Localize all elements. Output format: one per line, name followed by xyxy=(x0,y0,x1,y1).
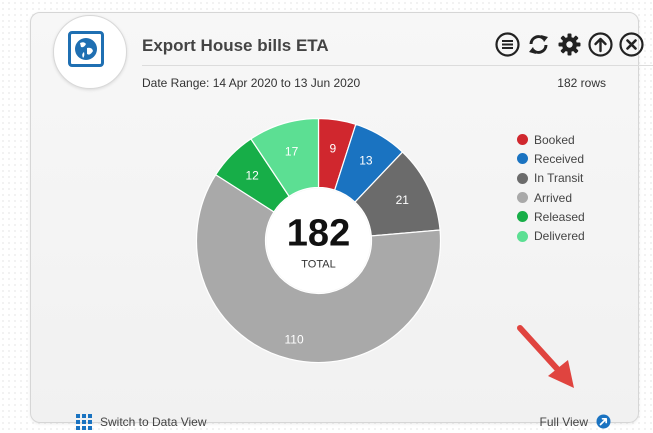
full-view-button[interactable]: Full View xyxy=(540,414,611,429)
legend-item[interactable]: Booked xyxy=(517,130,585,149)
donut-slice-arrived[interactable] xyxy=(196,173,441,363)
annotation-arrow-icon xyxy=(517,325,574,388)
donut-chart: 9 13 21 110 12 17 182 TOTAL xyxy=(196,118,441,363)
legend-swatch xyxy=(517,230,528,242)
grid-icon xyxy=(76,414,92,430)
legend-label: Released xyxy=(534,209,585,224)
title-divider xyxy=(142,65,653,66)
slice-value-label: 110 xyxy=(285,333,304,347)
legend-swatch xyxy=(517,211,528,223)
legend-label: Arrived xyxy=(534,190,573,205)
close-icon[interactable] xyxy=(619,32,644,57)
switch-to-data-view-button[interactable]: Switch to Data View xyxy=(76,414,207,430)
slice-value-label: 9 xyxy=(330,142,337,156)
legend-item[interactable]: Received xyxy=(517,149,585,168)
legend-item[interactable]: Released xyxy=(517,207,585,226)
logo-frame xyxy=(68,31,104,67)
gear-icon[interactable] xyxy=(557,32,582,57)
legend-swatch xyxy=(517,172,528,184)
legend-label: Delivered xyxy=(534,229,585,244)
row-count: 182 rows xyxy=(557,76,606,90)
donut-center xyxy=(266,188,371,293)
app-logo xyxy=(53,15,127,89)
total-value: 182 xyxy=(287,213,350,255)
toolbar xyxy=(495,32,644,57)
chart-legend: Booked Received In Transit Arrived Released D… xyxy=(517,130,585,246)
globe-icon xyxy=(75,38,97,60)
date-range: Date Range: 14 Apr 2020 to 13 Jun 2020 xyxy=(142,76,361,90)
slice-value-label: 13 xyxy=(359,154,373,168)
legend-item[interactable]: Arrived xyxy=(517,188,585,207)
donut-slice-delivered[interactable] xyxy=(250,118,320,198)
legend-label: In Transit xyxy=(534,171,584,186)
upload-icon[interactable] xyxy=(588,32,613,57)
menu-icon[interactable] xyxy=(495,32,520,57)
slice-value-label: 21 xyxy=(396,193,410,207)
legend-item[interactable]: In Transit xyxy=(517,169,585,188)
refresh-icon[interactable] xyxy=(526,32,551,57)
legend-swatch xyxy=(517,134,528,146)
legend-swatch xyxy=(517,192,528,204)
expand-arrow-icon xyxy=(596,414,611,429)
slice-value-label: 17 xyxy=(285,144,299,158)
slice-value-label: 12 xyxy=(245,168,259,182)
legend-item[interactable]: Delivered xyxy=(517,226,585,245)
legend-label: Received xyxy=(534,151,585,166)
full-view-label: Full View xyxy=(539,414,588,429)
legend-swatch xyxy=(517,153,528,165)
total-label: TOTAL xyxy=(301,259,335,271)
switch-view-label: Switch to Data View xyxy=(100,415,207,429)
widget-title: Export House bills ETA xyxy=(142,36,329,55)
legend-label: Booked xyxy=(534,132,575,147)
